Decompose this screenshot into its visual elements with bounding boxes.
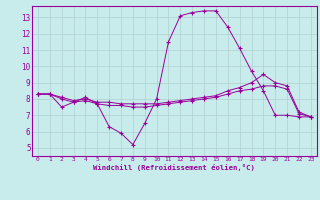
X-axis label: Windchill (Refroidissement éolien,°C): Windchill (Refroidissement éolien,°C) <box>93 164 255 171</box>
